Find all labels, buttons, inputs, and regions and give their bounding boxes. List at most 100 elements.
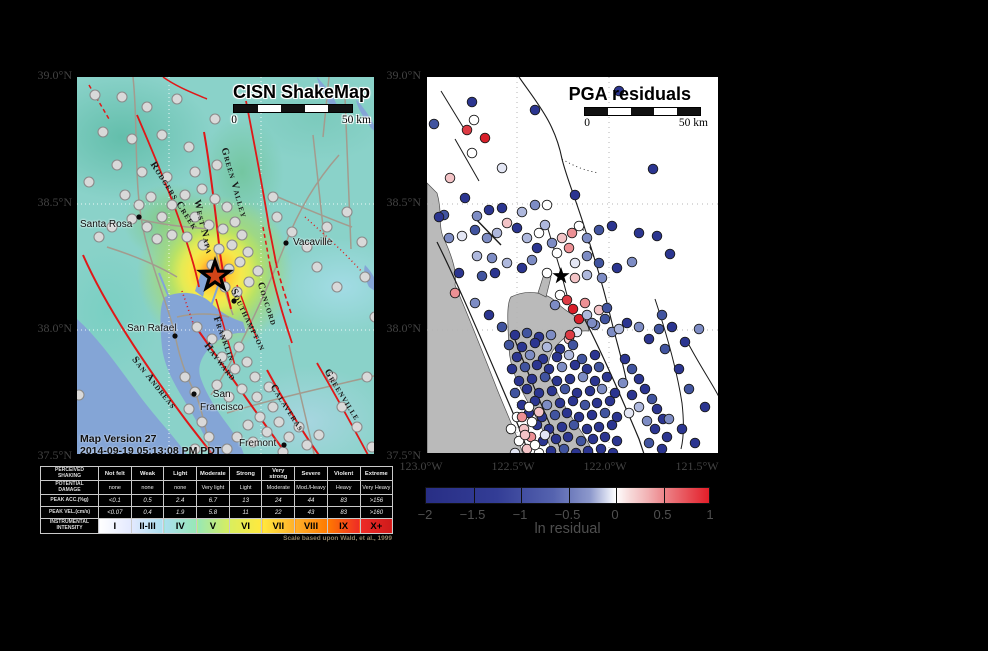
residual-dot: [529, 104, 541, 116]
station-dot: [236, 229, 248, 241]
residual-dot: [623, 407, 635, 419]
road-line: [138, 218, 210, 230]
residual-dot: [519, 361, 531, 373]
residual-dot: [509, 387, 521, 399]
intensity-cell: I: [98, 518, 132, 534]
residual-dot: [545, 445, 557, 453]
station-dot: [166, 229, 178, 241]
table-row: POTENTIAL DAMAGE none none none Very light Lig…: [40, 480, 394, 495]
fault-line: [266, 369, 320, 454]
table-cell: Not felt: [98, 466, 132, 481]
row-header-cell: PEAK VEL.(cm/s): [40, 506, 99, 519]
station-dot: [213, 243, 225, 255]
residual-dot: [646, 393, 658, 405]
row-header-cell: PEAK ACC.(%g): [40, 494, 99, 507]
residuals-title: PGA residuals: [568, 84, 691, 104]
intensity-cell: IV: [163, 518, 198, 534]
station-dot: [247, 436, 259, 448]
station-dot: [359, 271, 371, 283]
residual-dot: [539, 371, 551, 383]
residual-dot: [471, 250, 483, 262]
row-header-cell: PERCEIVED SHAKING: [40, 466, 99, 481]
residual-dot: [575, 435, 587, 447]
fault-line: [454, 138, 480, 182]
table-cell: none: [163, 480, 198, 495]
station-dot: [197, 239, 209, 251]
table-cell: 1.9: [163, 506, 198, 519]
station-dot: [236, 383, 248, 395]
residual-dot: [489, 267, 501, 279]
residual-dot: [567, 339, 579, 351]
residual-dot: [491, 227, 503, 239]
residual-dot: [533, 406, 545, 418]
station-dot: [119, 189, 131, 201]
station-dot: [261, 426, 273, 438]
residual-dot: [551, 375, 563, 387]
station-dot: [156, 129, 168, 141]
table-cell: Light: [163, 466, 198, 481]
residual-dot: [564, 373, 576, 385]
station-dot: [151, 233, 163, 245]
water-shape: [77, 319, 187, 454]
residual-dot: [579, 399, 591, 411]
residual-dot: [531, 242, 543, 254]
residual-dot: [621, 317, 633, 329]
residual-dot: [496, 321, 508, 333]
station-dot: [331, 281, 343, 293]
road-line: [272, 194, 353, 228]
residual-dot: [444, 172, 456, 184]
table-cell: Heavy: [326, 480, 361, 495]
colorbar-divider: [616, 488, 617, 503]
station-dot: [209, 113, 221, 125]
lat-label: 37.5°N: [386, 448, 421, 463]
residual-dot: [466, 147, 478, 159]
colorbar-divider: [663, 488, 665, 503]
station-dot: [83, 176, 95, 188]
lat-label: 39.0°N: [386, 68, 421, 82]
river-line: [158, 272, 173, 306]
table-cell: Weak: [130, 466, 165, 481]
residual-dot: [607, 447, 619, 453]
fault-line: [561, 158, 600, 174]
shakemap-scale-end: 50 km: [341, 114, 371, 126]
station-dot: [221, 443, 233, 454]
residual-dot: [471, 210, 483, 222]
residual-dot: [663, 413, 675, 425]
residual-dot: [511, 222, 523, 234]
residual-dot: [539, 219, 551, 231]
residual-dot: [551, 351, 563, 363]
residual-dot: [689, 437, 701, 449]
residual-dot: [566, 227, 578, 239]
residual-dot: [562, 431, 574, 443]
station-dot: [242, 419, 254, 431]
station-dot: [126, 213, 138, 225]
residual-dot: [505, 423, 517, 435]
residual-dot: [524, 349, 536, 361]
residual-dot: [569, 257, 581, 269]
residual-dot: [596, 272, 608, 284]
water-shape: [537, 273, 552, 298]
shakemap-title: CISN ShakeMap: [232, 82, 370, 102]
station-dot: [361, 371, 373, 383]
residual-dot: [567, 303, 579, 315]
station-dot: [313, 429, 325, 441]
residual-dot: [501, 217, 513, 229]
residual-dot: [611, 411, 623, 423]
lat-label: 38.5°N: [37, 194, 72, 209]
table-cell: Very Heavy: [359, 480, 394, 495]
intensity-cell: VIII: [294, 518, 328, 534]
residual-dot: [556, 421, 568, 433]
table-cell: Strong: [228, 466, 263, 481]
table-cell: 6.7: [196, 494, 230, 507]
residual-dot: [501, 257, 513, 269]
residual-dot: [581, 309, 593, 321]
fault-line: [245, 100, 277, 264]
station-dot: [133, 199, 145, 211]
residual-dot: [693, 323, 705, 335]
residual-dot: [545, 329, 557, 341]
station-dot: [351, 421, 363, 433]
residual-dot: [466, 96, 478, 108]
residual-dot: [579, 297, 591, 309]
station-dot: [366, 441, 374, 453]
table-cell: Extreme: [359, 466, 394, 481]
